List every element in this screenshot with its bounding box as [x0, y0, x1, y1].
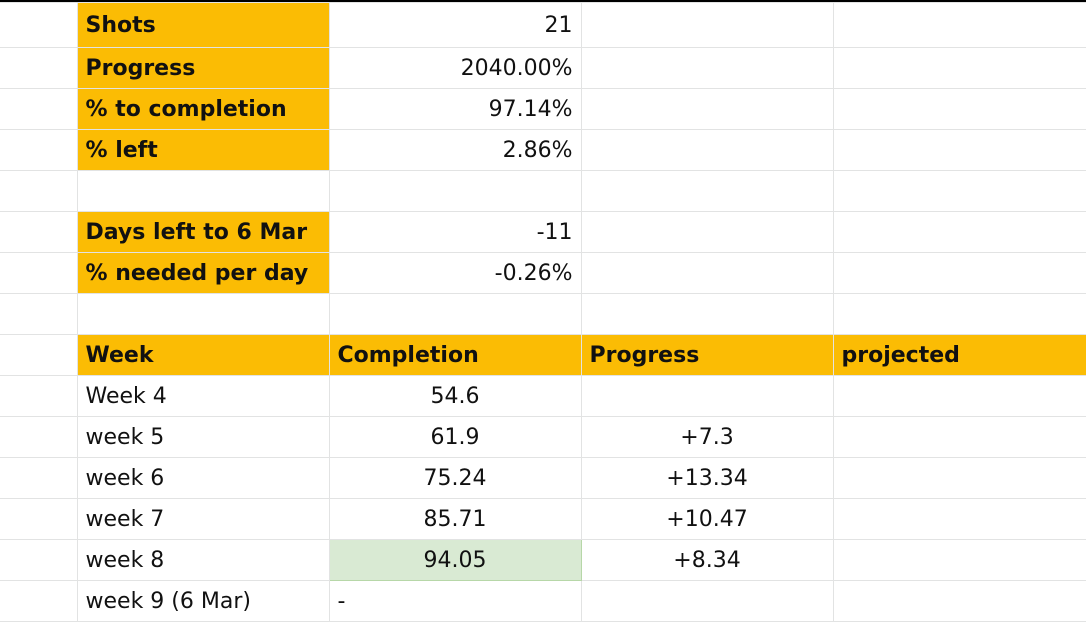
cell[interactable]: [0, 211, 78, 253]
sheet-row: Days left to 6 Mar -11: [0, 211, 1086, 253]
sheet-row: [0, 170, 1086, 212]
cell[interactable]: [0, 47, 78, 89]
cell-needed-per-day-label[interactable]: % needed per day: [76, 252, 330, 294]
cell[interactable]: [580, 211, 834, 253]
cell-week[interactable]: week 9 (6 Mar): [76, 580, 330, 622]
cell[interactable]: [0, 539, 78, 581]
table-row: week 6 75.24 +13.34: [0, 457, 1086, 499]
cell[interactable]: [580, 47, 834, 89]
cell[interactable]: [832, 88, 1086, 130]
cell-needed-per-day-value[interactable]: -0.26%: [328, 252, 582, 294]
sheet-row: % to completion 97.14%: [0, 88, 1086, 130]
table-row: Week 4 54.6: [0, 375, 1086, 417]
cell-projected[interactable]: [832, 539, 1086, 581]
header-week[interactable]: Week: [76, 334, 330, 376]
header-progress[interactable]: Progress: [580, 334, 834, 376]
cell[interactable]: [832, 47, 1086, 89]
cell-projected[interactable]: [832, 375, 1086, 417]
cell[interactable]: [0, 457, 78, 499]
sheet-row: Progress 2040.00%: [0, 47, 1086, 89]
cell-progress-value[interactable]: 2040.00%: [328, 47, 582, 89]
cell-projected[interactable]: [832, 457, 1086, 499]
cell-table: Shots 21 Progress 2040.00% % to completi…: [0, 2, 1086, 622]
cell[interactable]: [0, 2, 78, 48]
sheet-row: % left 2.86%: [0, 129, 1086, 171]
cell-projected[interactable]: [832, 498, 1086, 540]
cell[interactable]: [0, 293, 78, 335]
table-header-row: Week Completion Progress projected: [0, 334, 1086, 376]
sheet-row: [0, 293, 1086, 335]
cell-projected[interactable]: [832, 416, 1086, 458]
cell-shots-label[interactable]: Shots: [76, 2, 330, 48]
cell-week[interactable]: week 5: [76, 416, 330, 458]
cell[interactable]: [0, 498, 78, 540]
table-row: week 5 61.9 +7.3: [0, 416, 1086, 458]
cell-progress[interactable]: [580, 580, 834, 622]
sheet-row: % needed per day -0.26%: [0, 252, 1086, 294]
cell[interactable]: [832, 293, 1086, 335]
sheet-row: Shots 21: [0, 2, 1086, 48]
cell[interactable]: [832, 252, 1086, 294]
table-row: week 9 (6 Mar) -: [0, 580, 1086, 622]
cell-completion[interactable]: 75.24: [328, 457, 582, 499]
cell[interactable]: [580, 170, 834, 212]
cell[interactable]: [328, 170, 582, 212]
cell-week[interactable]: week 8: [76, 539, 330, 581]
cell-to-completion-value[interactable]: 97.14%: [328, 88, 582, 130]
cell-progress-label[interactable]: Progress: [76, 47, 330, 89]
cell[interactable]: [0, 375, 78, 417]
cell[interactable]: [580, 293, 834, 335]
cell[interactable]: [580, 129, 834, 171]
cell[interactable]: [580, 2, 834, 48]
cell[interactable]: [0, 580, 78, 622]
cell[interactable]: [832, 211, 1086, 253]
cell[interactable]: [328, 293, 582, 335]
cell[interactable]: [832, 2, 1086, 48]
cell-completion[interactable]: -: [328, 580, 582, 622]
cell-week[interactable]: week 7: [76, 498, 330, 540]
cell[interactable]: [580, 252, 834, 294]
cell[interactable]: [0, 88, 78, 130]
cell[interactable]: [0, 129, 78, 171]
cell[interactable]: [0, 416, 78, 458]
table-row: week 7 85.71 +10.47: [0, 498, 1086, 540]
cell-left-value[interactable]: 2.86%: [328, 129, 582, 171]
cell[interactable]: [0, 252, 78, 294]
cell[interactable]: [0, 170, 78, 212]
cell-days-left-value[interactable]: -11: [328, 211, 582, 253]
cell-progress[interactable]: [580, 375, 834, 417]
cell-completion[interactable]: 85.71: [328, 498, 582, 540]
cell-left-label[interactable]: % left: [76, 129, 330, 171]
table-row: week 8 94.05 +8.34: [0, 539, 1086, 581]
cell[interactable]: [832, 129, 1086, 171]
cell-progress[interactable]: +8.34: [580, 539, 834, 581]
cell[interactable]: [832, 170, 1086, 212]
cell[interactable]: [0, 334, 78, 376]
header-completion[interactable]: Completion: [328, 334, 582, 376]
cell-completion[interactable]: 54.6: [328, 375, 582, 417]
header-projected[interactable]: projected: [832, 334, 1086, 376]
cell-shots-value[interactable]: 21: [328, 2, 582, 48]
cell[interactable]: [76, 170, 330, 212]
cell[interactable]: [76, 293, 330, 335]
cell-week[interactable]: Week 4: [76, 375, 330, 417]
cell-progress[interactable]: +13.34: [580, 457, 834, 499]
cell-projected[interactable]: [832, 580, 1086, 622]
cell-progress[interactable]: +7.3: [580, 416, 834, 458]
cell[interactable]: [580, 88, 834, 130]
cell-week[interactable]: week 6: [76, 457, 330, 499]
cell-completion-highlighted[interactable]: 94.05: [328, 539, 582, 581]
cell-progress[interactable]: +10.47: [580, 498, 834, 540]
cell-to-completion-label[interactable]: % to completion: [76, 88, 330, 130]
cell-days-left-label[interactable]: Days left to 6 Mar: [76, 211, 330, 253]
cell-completion[interactable]: 61.9: [328, 416, 582, 458]
